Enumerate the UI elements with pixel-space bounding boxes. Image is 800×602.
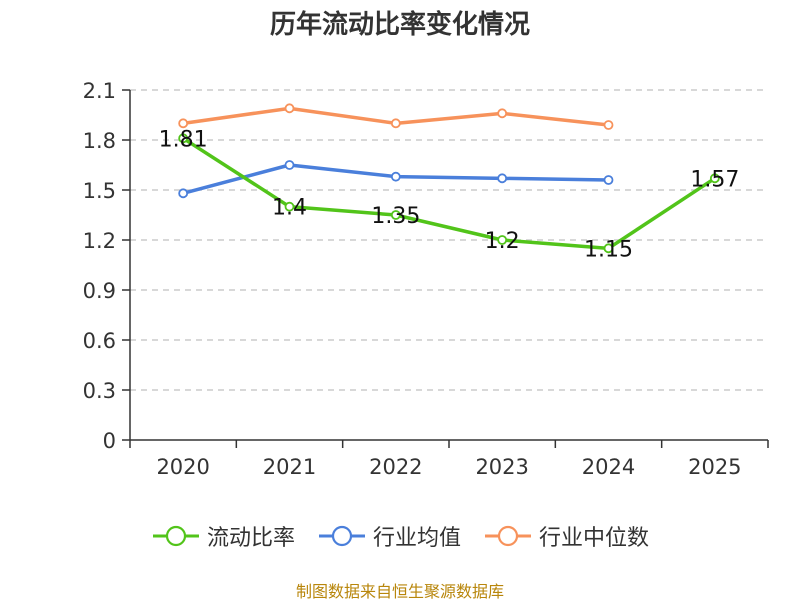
data-label: 1.35: [371, 204, 420, 229]
chart-title: 历年流动比率变化情况: [269, 10, 530, 40]
axes: 0 0.3 0.6 0.9 1.2 1.5 1.8 2.1 2020 2021 2022 2023 20…: [83, 79, 769, 479]
data-point: [603, 120, 614, 130]
x-tick-label: 2025: [688, 455, 741, 479]
x-tick-label: 2021: [263, 455, 316, 479]
y-tick-label: 0.6: [83, 329, 116, 353]
data-label: 1.57: [690, 167, 739, 192]
source-note: 制图数据来自恒生聚源数据库: [295, 582, 504, 601]
legend-item[interactable]: 行业中位数: [483, 520, 649, 552]
data-point: [390, 171, 401, 182]
y-tick-label: 0.9: [83, 279, 116, 303]
data-label: 1.2: [485, 229, 520, 254]
data-point: [390, 210, 401, 220]
data-point: [603, 243, 614, 254]
y-tick-label: 1.5: [83, 179, 116, 203]
series-lines: [178, 103, 720, 254]
data-point: [284, 160, 295, 170]
data-point: [709, 173, 720, 184]
data-label: 1.15: [584, 237, 633, 262]
legend: 流动比率 行业均值 行业中位数: [0, 518, 800, 554]
y-tick-label: 1.8: [83, 129, 116, 153]
data-point: [178, 118, 189, 129]
data-point: [284, 103, 295, 114]
legend-label: 流动比率: [206, 526, 295, 551]
data-point: [284, 201, 295, 212]
data-point: [178, 188, 189, 199]
y-tick-label: 1.2: [83, 229, 116, 253]
legend-item[interactable]: 流动比率: [151, 520, 295, 552]
legend-swatch-icon: [485, 525, 531, 547]
y-tick-label: 0: [103, 429, 116, 453]
data-point: [497, 173, 508, 184]
legend-swatch-icon: [318, 525, 365, 547]
data-label: 1.81: [159, 127, 208, 152]
x-tick-label: 2022: [369, 455, 422, 479]
data-point: [390, 118, 401, 129]
data-label: 1.4: [272, 196, 307, 221]
data-point: [497, 235, 508, 245]
legend-label: 行业均值: [372, 526, 461, 551]
x-tick-label: 2024: [582, 455, 635, 479]
legend-swatch-icon: [152, 525, 199, 547]
y-tick-label: 0.3: [83, 379, 116, 403]
data-labels: 1.81 1.4 1.35 1.2 1.15 1.57: [159, 127, 740, 262]
legend-item[interactable]: 行业均值: [317, 520, 461, 552]
x-tick-label: 2023: [475, 455, 528, 479]
series-line: [182, 136, 716, 251]
x-tick-label: 2020: [156, 455, 209, 479]
data-point: [178, 133, 189, 144]
legend-label: 行业中位数: [539, 526, 650, 551]
y-tick-label: 2.1: [83, 79, 116, 103]
data-point: [497, 108, 508, 119]
data-point: [603, 175, 614, 185]
grid-lines: [130, 89, 768, 391]
